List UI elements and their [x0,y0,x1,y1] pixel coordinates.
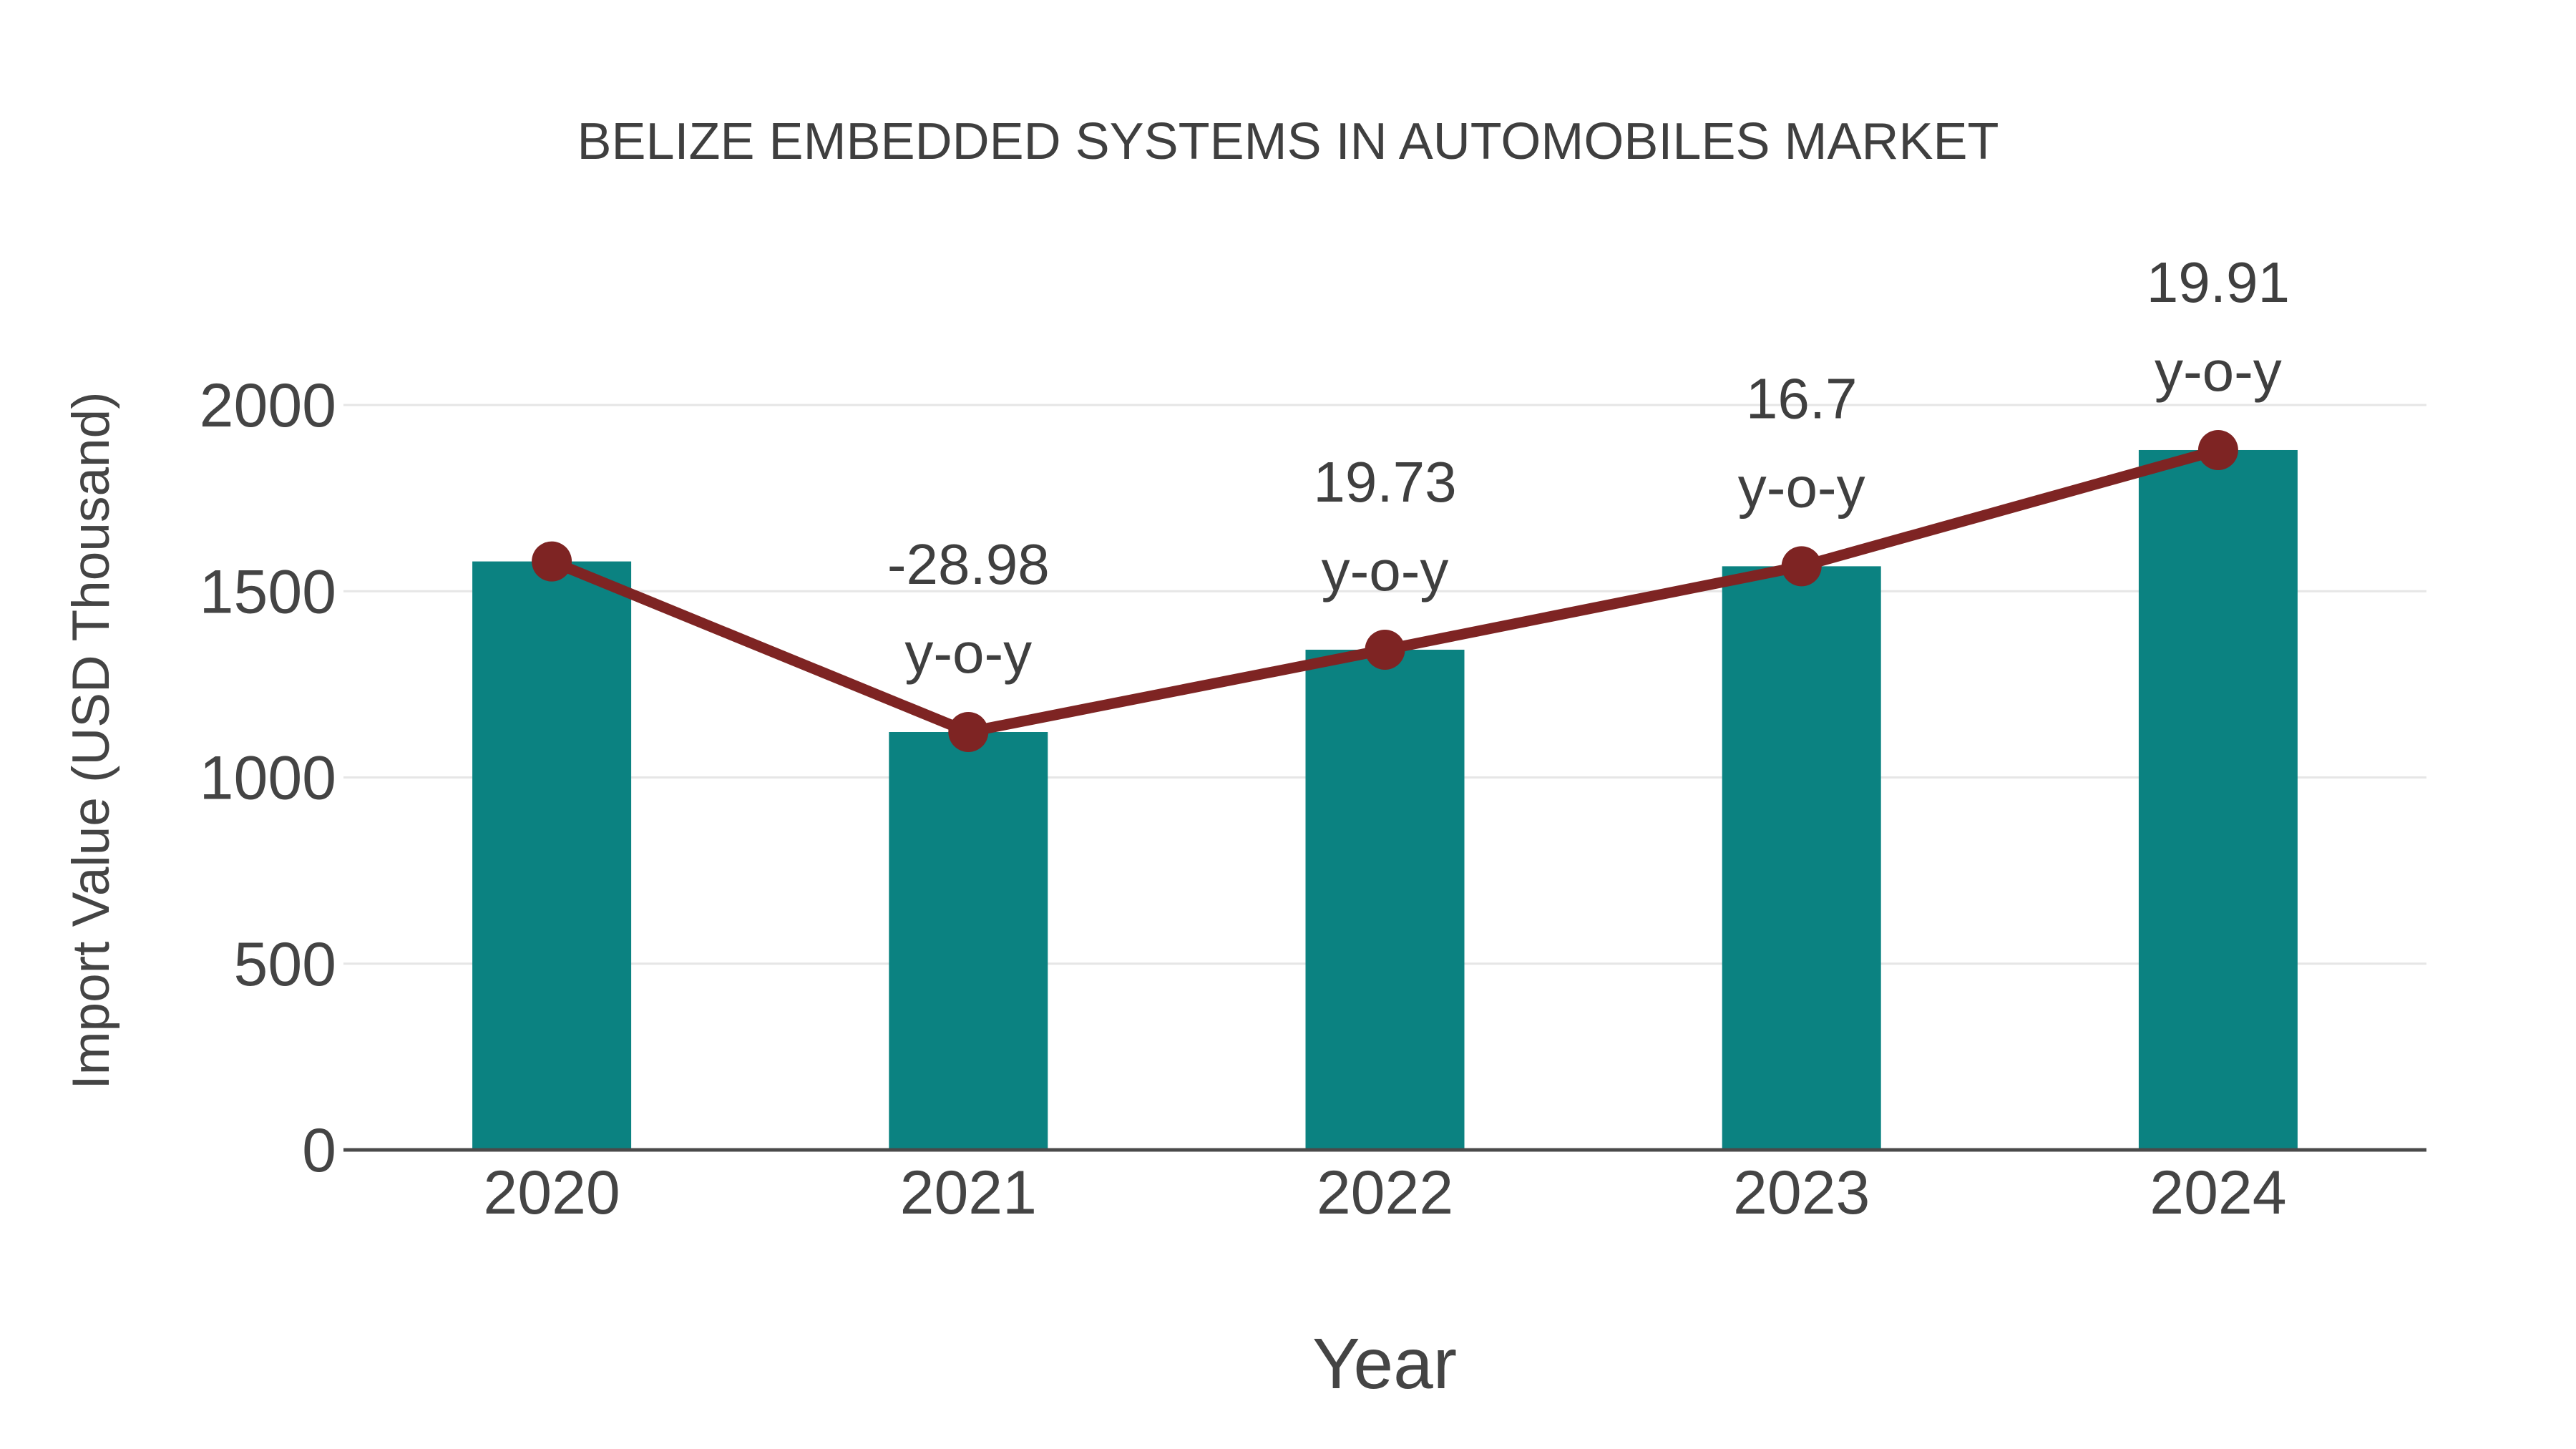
annotation-suffix-2022: y-o-y [1322,539,1449,602]
x-tick-label-2022: 2022 [1317,1158,1453,1227]
data-point-2021 [948,711,989,752]
bar-2023 [1722,566,1881,1150]
y-tick-label-2000: 2000 [200,371,336,440]
x-axis-title: Year [1312,1324,1457,1404]
x-tick-label-2023: 2023 [1733,1158,1870,1227]
data-point-2023 [1781,546,1822,587]
x-tick-label-2021: 2021 [900,1158,1037,1227]
y-tick-label-1500: 1500 [200,557,336,626]
data-point-2020 [532,541,572,582]
trend-line-layer [532,429,2238,752]
annotation-value-2024: 19.91 [2147,250,2290,314]
annotation-value-2021: -28.98 [887,532,1050,596]
data-point-2022 [1365,629,1405,670]
data-point-2024 [2197,429,2238,470]
y-tick-label-0: 0 [302,1116,336,1185]
bars-layer [472,449,2298,1150]
tick-labels-layer: 0 500 1000 1500 2000 2020 2021 2022 2023 2024 [200,371,2287,1227]
bar-2024 [2138,449,2298,1150]
x-tick-label-2020: 2020 [483,1158,620,1227]
y-tick-label-500: 500 [234,930,337,999]
y-tick-label-1000: 1000 [200,744,336,813]
chart-title: BELIZE EMBEDDED SYSTEMS IN AUTOMOBILES M… [577,113,1999,170]
annotation-suffix-2021: y-o-y [904,621,1032,685]
annotation-value-2022: 19.73 [1313,450,1456,514]
bar-2021 [889,731,1048,1150]
annotations-layer: -28.98 y-o-y 19.73 y-o-y 16.7 y-o-y 19.91 y-o-y [887,250,2290,685]
bar-2020 [472,561,632,1150]
annotation-suffix-2023: y-o-y [1738,455,1865,519]
x-tick-label-2024: 2024 [2150,1158,2286,1227]
bar-2022 [1305,649,1465,1150]
annotation-value-2023: 16.7 [1746,366,1858,430]
annotation-suffix-2024: y-o-y [2155,339,2282,403]
y-axis-title: Import Value (USD Thousand) [62,391,120,1089]
